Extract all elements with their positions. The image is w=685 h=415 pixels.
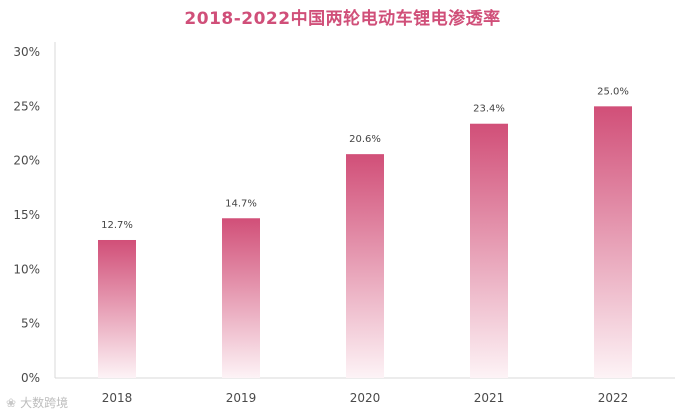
- y-tick-label: 30%: [13, 45, 40, 59]
- y-tick-label: 0%: [21, 371, 40, 385]
- data-label-2022: 25.0%: [597, 86, 629, 97]
- data-label-2018: 12.7%: [101, 220, 133, 231]
- x-tick-label-2018: 2018: [102, 391, 133, 405]
- y-tick-label: 25%: [13, 99, 40, 113]
- bar-2021: [470, 123, 508, 378]
- bar-2019: [222, 218, 260, 378]
- swirl-logo-icon: ❀: [6, 395, 17, 410]
- data-label-2020: 20.6%: [349, 134, 381, 145]
- x-tick-label-2019: 2019: [226, 391, 257, 405]
- y-tick-label: 5%: [21, 317, 40, 331]
- data-label-2021: 23.4%: [473, 104, 505, 115]
- y-tick-label: 15%: [13, 208, 40, 222]
- watermark: ❀ 大数跨境: [6, 394, 68, 411]
- watermark-text: 大数跨境: [20, 396, 69, 410]
- x-tick-label-2020: 2020: [350, 391, 381, 405]
- bar-2020: [346, 154, 384, 378]
- y-tick-label: 20%: [13, 154, 40, 168]
- bar-2022: [594, 106, 632, 378]
- x-tick-label-2021: 2021: [474, 391, 505, 405]
- y-tick-label: 10%: [13, 262, 40, 276]
- data-label-2019: 14.7%: [225, 198, 257, 209]
- x-tick-label-2022: 2022: [598, 391, 629, 405]
- bar-2018: [98, 239, 136, 378]
- chart-title: 2018-2022中国两轮电动车锂电渗透率: [184, 9, 501, 29]
